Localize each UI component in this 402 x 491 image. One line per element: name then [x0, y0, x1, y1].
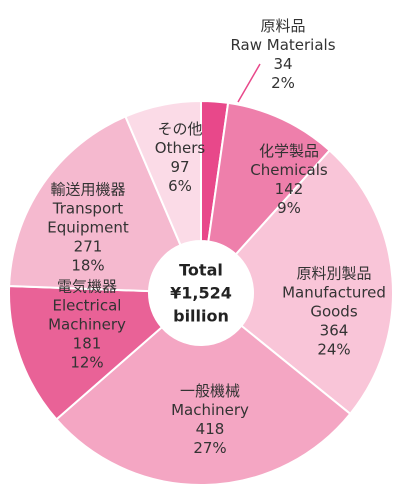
label-line: Transport Equipment — [47, 199, 129, 237]
label-line: Chemicals — [250, 161, 328, 179]
label-line: 27% — [193, 439, 227, 457]
label-line: 化学製品 — [258, 142, 319, 160]
label-line: 418 — [195, 420, 225, 438]
center-line: Total — [179, 260, 223, 280]
label-line: 原料別製品 — [296, 264, 372, 283]
center-line: billion — [173, 306, 229, 326]
slice — [8, 115, 182, 293]
label-line: 271 — [73, 237, 103, 256]
slice-label: 電気機器 Electrical Machinery 181 12% — [42, 278, 132, 373]
label-line: 24% — [317, 340, 351, 359]
slice-label: 原料別製品 Manufactured Goods 364 24% — [279, 265, 389, 360]
label-line: 原料品 — [260, 17, 306, 35]
label-line: 9% — [277, 199, 301, 217]
label-line: Manufactured Goods — [282, 283, 386, 321]
label-line: 輸送用機器 — [50, 180, 126, 199]
label-line: Machinery — [171, 401, 249, 419]
slice — [8, 284, 164, 421]
label-line: Others — [154, 139, 206, 157]
label-line: Electrical Machinery — [48, 296, 126, 334]
label-line: Raw Materials — [230, 36, 336, 54]
slice — [55, 324, 352, 486]
slice-label: 原料品 Raw Materials 34 2% — [213, 17, 353, 93]
slice-label: その他 Others 97 6% — [140, 120, 220, 196]
label-line: 181 — [72, 334, 102, 353]
label-line: 電気機器 — [56, 277, 117, 296]
label-line: 18% — [71, 256, 105, 275]
leader-line — [237, 63, 261, 103]
center-label: Total ¥1,524 billion — [170, 259, 232, 328]
label-line: 12% — [70, 353, 104, 372]
label-line: 142 — [274, 180, 304, 198]
label-line: 97 — [170, 158, 190, 176]
label-line: その他 — [157, 120, 203, 138]
slice — [124, 99, 202, 247]
slice-label: 化学製品 Chemicals 142 9% — [234, 142, 344, 218]
label-line: 6% — [168, 177, 192, 195]
label-line: 364 — [319, 321, 349, 340]
slice-label: 輸送用機器 Transport Equipment 271 18% — [38, 181, 138, 276]
label-line: 2% — [271, 74, 295, 92]
slice-label: 一般機械 Machinery 418 27% — [155, 382, 265, 458]
center-line: ¥1,524 — [170, 283, 232, 303]
slice — [234, 149, 394, 416]
label-line: 一般機械 — [179, 382, 240, 400]
label-line: 34 — [273, 55, 293, 73]
